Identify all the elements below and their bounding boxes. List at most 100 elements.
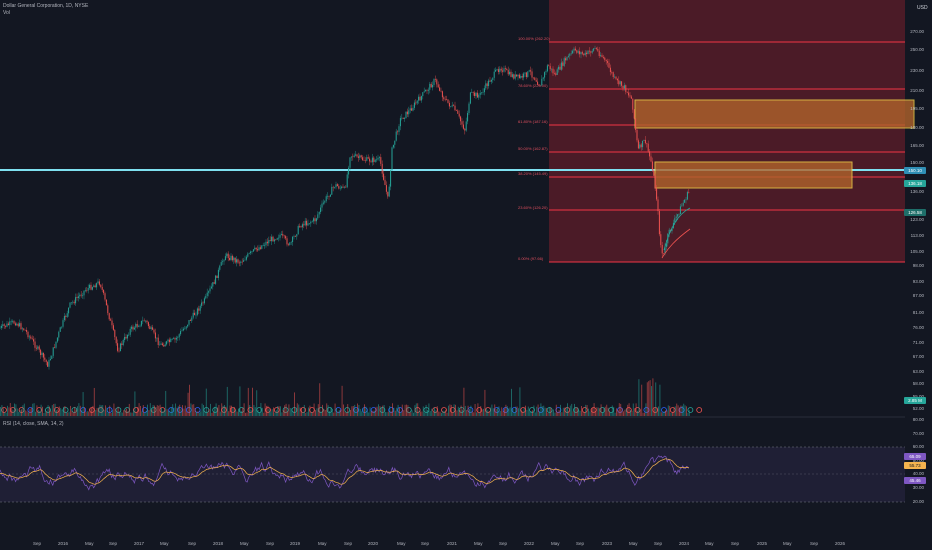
candle-body xyxy=(348,167,350,175)
candle-body xyxy=(546,65,548,72)
volume-bar xyxy=(501,407,503,416)
volume-bar xyxy=(145,410,147,416)
volume-bar xyxy=(518,408,519,416)
candle-body xyxy=(581,52,583,54)
candle-body xyxy=(647,143,649,152)
volume-bar xyxy=(243,403,245,416)
candle-body xyxy=(300,226,302,228)
volume-bar xyxy=(672,411,673,416)
candle-body xyxy=(66,313,68,317)
candle-body xyxy=(457,110,459,114)
candle-body xyxy=(182,328,184,331)
candle-body xyxy=(576,50,578,53)
volume-bar xyxy=(78,403,80,416)
volume-bar xyxy=(327,405,329,416)
candle-body xyxy=(434,79,436,80)
candle-body xyxy=(518,74,520,78)
volume-bar xyxy=(21,409,22,416)
candle-body xyxy=(671,227,673,232)
volume-bar xyxy=(674,406,676,416)
candle-body xyxy=(33,339,35,342)
volume-indicator-label[interactable]: Vol xyxy=(3,10,10,16)
volume-bar xyxy=(247,387,249,416)
volume-bar xyxy=(68,411,70,416)
volume-bar xyxy=(564,407,566,416)
candle-body xyxy=(293,236,295,237)
volume-bar xyxy=(107,412,109,416)
volume-bar xyxy=(319,383,321,416)
candle-body xyxy=(160,343,162,345)
volume-bar xyxy=(680,405,682,416)
volume-bar xyxy=(362,407,364,416)
candle-body xyxy=(266,241,268,244)
fib-label-382: 38.20% (145.49) xyxy=(518,171,548,176)
volume-bar xyxy=(382,405,384,416)
candle-body xyxy=(215,275,217,284)
candle-body xyxy=(147,322,149,327)
volume-bar xyxy=(536,406,538,416)
price-tick: 87.00 xyxy=(912,293,924,298)
price-tick: 67.00 xyxy=(912,354,924,359)
volume-bar xyxy=(331,408,333,416)
candle-body xyxy=(52,347,54,356)
volume-bar xyxy=(35,411,36,416)
fib-label-618: 61.80% (187.16) xyxy=(518,119,548,124)
volume-bar xyxy=(198,412,200,416)
volume-bar xyxy=(427,410,428,416)
volume-bar xyxy=(488,411,490,416)
candle-body xyxy=(362,157,364,161)
volume-bar xyxy=(614,412,616,416)
volume-bar xyxy=(151,409,153,416)
symbol-title[interactable]: Dollar General Corporation, 1D, NYSE xyxy=(3,3,89,9)
volume-bar xyxy=(170,407,172,416)
rsi-title[interactable]: RSI (14, close, SMA, 14, 2) xyxy=(3,421,64,427)
volume-bar xyxy=(533,405,535,416)
candle-body xyxy=(245,256,247,260)
candle-body xyxy=(329,194,331,197)
candle-body xyxy=(681,205,683,207)
currency-label[interactable]: USD xyxy=(917,5,928,11)
price-tick: 81.00 xyxy=(912,310,924,315)
volume-bar xyxy=(368,412,370,416)
volume-bar xyxy=(623,411,624,416)
volume-bar xyxy=(7,405,8,416)
volume-bar xyxy=(47,405,49,416)
volume-bar xyxy=(343,404,344,416)
volume-bar xyxy=(513,412,515,416)
volume-bar xyxy=(63,406,64,416)
price-tick: 230.00 xyxy=(910,68,924,73)
time-tick: 2017 xyxy=(134,541,145,546)
candle-body xyxy=(492,77,494,80)
candle-body xyxy=(175,337,177,340)
rsi-badge-1: 65.09 xyxy=(904,453,926,460)
volume-bar xyxy=(369,407,371,416)
volume-bar xyxy=(317,404,319,416)
candle-body xyxy=(164,344,166,347)
volume-bar xyxy=(341,385,343,416)
volume-bar xyxy=(539,411,540,416)
candle-body xyxy=(654,175,656,189)
volume-bar xyxy=(611,405,613,416)
volume-bar xyxy=(207,412,209,416)
volume-bar xyxy=(56,410,57,416)
candle-body xyxy=(118,350,120,352)
candle-body xyxy=(597,48,599,51)
candle-body xyxy=(184,328,186,330)
earnings-event-icon xyxy=(405,407,412,413)
earnings-event-icon xyxy=(669,407,676,413)
candle-body xyxy=(28,336,30,338)
candle-body xyxy=(112,325,114,330)
volume-bar xyxy=(131,412,133,416)
volume-bar xyxy=(60,407,62,416)
volume-bar xyxy=(25,410,27,416)
volume-bar xyxy=(609,411,610,416)
candle-body xyxy=(205,295,207,299)
volume-bar xyxy=(165,390,167,416)
volume-bar xyxy=(296,403,298,416)
time-tick: 2021 xyxy=(447,541,458,546)
candle-body xyxy=(70,302,72,304)
volume-bar xyxy=(323,409,325,416)
volume-bar xyxy=(632,403,634,416)
volume-bar xyxy=(156,405,158,416)
